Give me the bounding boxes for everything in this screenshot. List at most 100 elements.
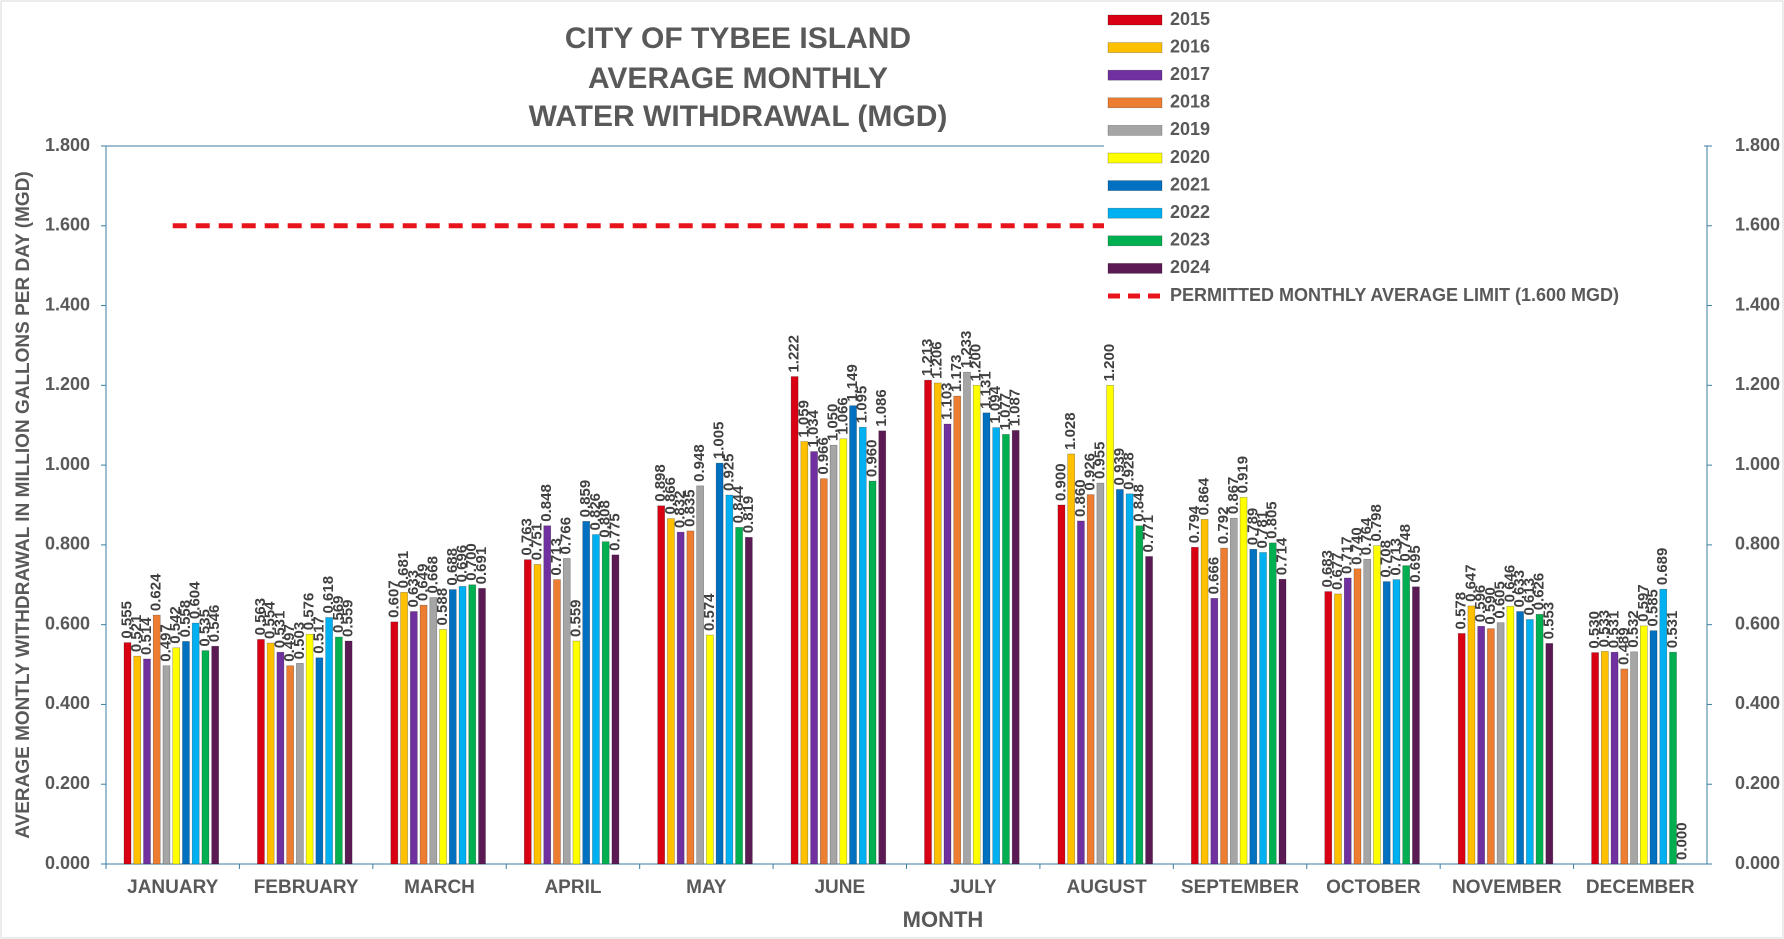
bar: [468, 584, 477, 865]
data-label: 0.647: [1462, 564, 1479, 602]
legend-swatch: [1107, 235, 1163, 247]
legend-label: 2023: [1170, 230, 1210, 250]
data-label: 0.689: [1654, 548, 1671, 586]
data-label: 0.766: [558, 517, 575, 555]
bar: [123, 642, 132, 865]
y-tick-label: 1.200: [45, 374, 90, 394]
y-tick-label: 0.400: [45, 693, 90, 713]
data-label: 0.531: [271, 611, 288, 649]
bar: [410, 611, 418, 865]
bar: [543, 525, 552, 865]
bar: [820, 478, 828, 865]
data-label: 0.928: [1121, 452, 1138, 490]
bar: [1334, 593, 1342, 865]
bar: [1324, 591, 1333, 865]
data-label: 1.034: [805, 409, 822, 447]
x-tick-label: JULY: [950, 877, 997, 898]
y2-tick-label: 1.400: [1735, 294, 1780, 314]
data-label: 1.131: [977, 371, 994, 409]
data-label: 0.000: [1674, 822, 1691, 860]
data-label: 0.683: [1319, 550, 1336, 588]
bar: [1457, 633, 1466, 865]
data-label: 0.497: [281, 624, 298, 662]
data-label: 0.681: [395, 551, 412, 589]
legend-swatch: [1107, 14, 1163, 26]
data-label: 0.514: [138, 617, 155, 655]
bar: [1067, 453, 1075, 865]
bar: [266, 642, 275, 865]
data-label: 0.700: [463, 543, 480, 581]
y2-tick-label: 0.000: [1735, 853, 1780, 873]
bar: [1412, 586, 1420, 865]
bar: [1268, 542, 1277, 865]
y2-tick-label: 0.600: [1735, 613, 1780, 633]
bar: [400, 592, 408, 865]
data-label: 1.087: [1007, 389, 1024, 427]
bar: [1125, 493, 1134, 865]
bar: [523, 559, 532, 865]
bar: [162, 665, 171, 865]
bar: [943, 423, 952, 865]
bar: [611, 554, 620, 865]
bar: [676, 531, 685, 865]
bar: [478, 588, 486, 865]
bar: [829, 444, 838, 865]
bar: [1610, 651, 1619, 865]
legend-label: 2022: [1170, 202, 1210, 222]
legend-box: [1104, 8, 1704, 318]
data-label: 0.576: [301, 593, 318, 631]
bar: [182, 641, 190, 865]
y-tick-label: 0.000: [45, 853, 90, 873]
data-label: 0.563: [252, 598, 269, 636]
bar: [429, 597, 438, 865]
data-label: 0.646: [1501, 565, 1518, 603]
data-label: 0.590: [1482, 587, 1499, 625]
bar: [562, 558, 571, 865]
chart-title: CITY OF TYBEE ISLAND: [565, 22, 911, 55]
data-label: 0.866: [662, 477, 679, 515]
bar: [419, 604, 428, 865]
legend-swatch: [1107, 42, 1163, 53]
bar: [1526, 619, 1534, 865]
data-label: 1.173: [948, 355, 965, 393]
bar: [1659, 588, 1668, 865]
data-label: 1.200: [1101, 344, 1118, 382]
data-label: 0.624: [148, 573, 165, 611]
bar: [1487, 628, 1495, 865]
data-label: 0.489: [1615, 627, 1632, 665]
bar: [1200, 519, 1209, 865]
bar: [839, 438, 848, 865]
bar: [706, 634, 714, 865]
data-label: 0.860: [1072, 479, 1089, 517]
bar: [1506, 606, 1515, 865]
bar: [715, 462, 724, 865]
data-label: 0.835: [681, 489, 698, 527]
data-label: 0.792: [1215, 507, 1232, 545]
data-label: 0.859: [577, 480, 594, 518]
bar: [858, 426, 867, 865]
data-label: 0.597: [1635, 584, 1652, 622]
data-label: 0.626: [1531, 573, 1548, 611]
chart-title: AVERAGE MONTHLY: [588, 62, 888, 95]
data-label: 1.094: [987, 385, 1004, 423]
data-label: 0.960: [863, 440, 880, 478]
data-label: 0.618: [320, 576, 337, 614]
data-label: 1.222: [786, 335, 803, 373]
x-tick-label: NOVEMBER: [1452, 877, 1562, 898]
data-label: 0.819: [740, 496, 757, 534]
data-label: 0.771: [1140, 515, 1157, 553]
chart-title: WATER WITHDRAWAL (MGD): [529, 100, 948, 133]
data-label: 0.748: [1397, 524, 1414, 562]
legend-label: 2020: [1170, 147, 1210, 167]
bar: [735, 527, 743, 865]
bar: [878, 430, 887, 865]
data-label: 0.966: [815, 437, 832, 475]
legend-label: 2015: [1170, 9, 1210, 29]
bar: [1116, 489, 1124, 865]
bar: [315, 657, 324, 865]
bar: [533, 564, 542, 865]
data-label: 0.740: [1348, 527, 1365, 565]
bar: [1392, 579, 1401, 865]
bar: [868, 480, 877, 865]
data-label: 0.497: [157, 624, 174, 662]
